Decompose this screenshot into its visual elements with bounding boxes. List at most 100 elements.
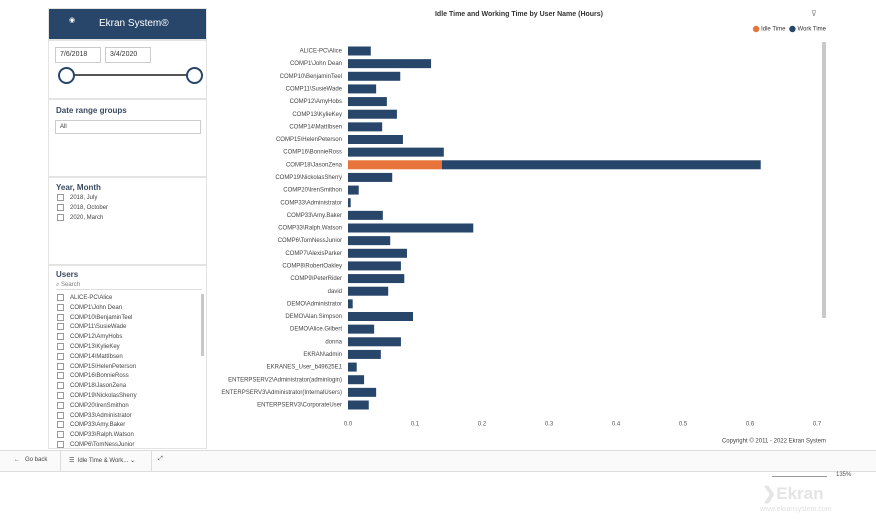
user-item[interactable]: COMP33\Amy.Baker bbox=[57, 421, 137, 431]
chart-title: Idle Time and Working Time by User Name … bbox=[435, 11, 603, 18]
y-tick-label: ENTERPSERV3\CorporateUser bbox=[257, 403, 342, 409]
date-start[interactable]: 7/6/2018 bbox=[55, 47, 101, 63]
bar bbox=[348, 274, 405, 284]
y-tick-label: david bbox=[328, 289, 342, 295]
user-item[interactable]: COMP12\AmyHobs bbox=[57, 333, 137, 343]
user-item[interactable]: COMP19\NickolasSherry bbox=[57, 391, 137, 402]
checkbox[interactable] bbox=[57, 313, 64, 321]
expand-icon[interactable]: ⤢ bbox=[158, 456, 163, 462]
scrollbar[interactable] bbox=[201, 294, 204, 356]
bar bbox=[348, 160, 442, 170]
bar bbox=[348, 97, 387, 107]
user-item[interactable]: COMP1\John Dean bbox=[57, 303, 137, 314]
y-tick-label: COMP6\TomNessJunior bbox=[278, 238, 342, 244]
item-text: COMP20\IrenSmithon bbox=[70, 402, 129, 409]
year-month-item[interactable]: 2020, March bbox=[57, 213, 108, 224]
user-item[interactable]: COMP6\TomNessJunior bbox=[57, 440, 137, 451]
x-tick-label: 0.7 bbox=[813, 422, 822, 428]
y-tick-label: COMP8\RobertOakley bbox=[282, 264, 342, 270]
x-tick-label: 0.2 bbox=[478, 422, 487, 428]
user-item[interactable]: ALICE-PC\Alice bbox=[57, 294, 137, 304]
bar bbox=[348, 362, 357, 372]
bar bbox=[348, 109, 397, 119]
checkbox[interactable] bbox=[57, 362, 64, 370]
dropdown[interactable]: All bbox=[55, 120, 201, 134]
user-item[interactable]: COMP33\Ralph.Watson bbox=[57, 431, 137, 441]
zoom: 135% bbox=[836, 472, 852, 478]
slider-handle[interactable] bbox=[186, 67, 203, 84]
y-tick-label: COMP12\AmyHobs bbox=[290, 99, 342, 105]
user-item[interactable]: COMP16\BonnieRoss bbox=[57, 372, 137, 382]
zoom-slider[interactable] bbox=[772, 476, 827, 477]
bar bbox=[348, 71, 401, 81]
scrollbar[interactable] bbox=[822, 42, 826, 318]
item-text: COMP15\HelenPeterson bbox=[70, 363, 137, 370]
checkbox[interactable] bbox=[57, 323, 64, 331]
y-tick-label: COMP33\Administrator bbox=[280, 200, 342, 206]
y-tick-label: ENTERPSERV3\Administrator(InternalUsers) bbox=[221, 390, 342, 396]
legend-swatch bbox=[752, 25, 760, 33]
checkbox[interactable] bbox=[57, 194, 64, 201]
user-item[interactable]: COMP14\MattIbsen bbox=[57, 352, 137, 363]
checkbox[interactable] bbox=[57, 391, 64, 399]
checkbox[interactable] bbox=[57, 401, 64, 409]
item-text: COMP33\Administrator bbox=[70, 412, 132, 419]
x-tick-label: 0.1 bbox=[411, 422, 420, 428]
slider-handle[interactable] bbox=[58, 67, 75, 84]
checkbox[interactable] bbox=[57, 333, 64, 341]
bar bbox=[348, 122, 383, 132]
user-item[interactable]: COMP15\HelenPeterson bbox=[57, 362, 137, 373]
item-text: COMP18\JasonZena bbox=[70, 383, 127, 390]
y-tick-label: COMP1\John Dean bbox=[290, 61, 342, 67]
user-item[interactable]: COMP20\IrenSmithon bbox=[57, 401, 137, 412]
checkbox[interactable] bbox=[57, 352, 64, 360]
y-tick-label: COMP11\SusieWade bbox=[286, 87, 343, 93]
bar bbox=[348, 135, 403, 144]
search[interactable]: ⌕ Search bbox=[56, 282, 202, 290]
date-end[interactable]: 3/4/2020 bbox=[105, 47, 151, 63]
bar bbox=[348, 210, 383, 220]
x-tick-label: 0.3 bbox=[545, 422, 554, 428]
checkbox[interactable] bbox=[57, 431, 64, 439]
checkbox[interactable] bbox=[57, 440, 64, 448]
checkbox[interactable] bbox=[57, 303, 64, 311]
checkbox[interactable] bbox=[57, 372, 64, 380]
user-item[interactable]: COMP11\SusieWade bbox=[57, 323, 137, 333]
bar bbox=[441, 160, 761, 170]
user-item[interactable]: COMP10\BenjaminTeel bbox=[57, 313, 137, 324]
logo-text: Ekran System® bbox=[99, 18, 169, 29]
item-text: COMP19\NickolasSherry bbox=[70, 393, 137, 400]
bar bbox=[348, 400, 369, 410]
checkbox[interactable] bbox=[57, 294, 64, 301]
logo-eye: ◉ bbox=[69, 17, 76, 24]
y-tick-label: COMP16\BonnieRoss bbox=[283, 150, 342, 156]
page-tab[interactable]: ☰ Idle Time & Work... ⌄ bbox=[60, 451, 152, 471]
user-item[interactable]: COMP33\Administrator bbox=[57, 411, 137, 422]
checkbox[interactable] bbox=[57, 342, 64, 350]
bar bbox=[348, 349, 381, 359]
checkbox[interactable] bbox=[57, 382, 64, 390]
bar bbox=[348, 261, 401, 271]
panel-title: Year, Month bbox=[56, 183, 101, 192]
item-text: COMP13\KylieKey bbox=[70, 344, 120, 351]
y-tick-label: DEMO\Administrator bbox=[287, 301, 342, 307]
year-month-item[interactable]: 2018, October bbox=[57, 203, 108, 214]
checkbox[interactable] bbox=[57, 411, 64, 419]
user-item[interactable]: COMP18\JasonZena bbox=[57, 382, 137, 392]
bar bbox=[348, 387, 377, 397]
x-tick-label: 0.6 bbox=[746, 422, 755, 428]
watermark-text: Ekran bbox=[776, 484, 824, 503]
logo-panel: ◉ Ekran System® bbox=[48, 8, 207, 40]
checkbox[interactable] bbox=[57, 421, 64, 429]
filter-icon[interactable]: ⊽ bbox=[811, 9, 817, 18]
y-tick-label: COMP18\JasonZena bbox=[286, 162, 343, 168]
year-month-item[interactable]: 2018, July bbox=[57, 194, 108, 204]
year-month-panel: Year, Month 2018, July 2018, October 2020,… bbox=[48, 177, 207, 265]
back-button[interactable]: ← Go back bbox=[14, 457, 48, 463]
checkbox[interactable] bbox=[57, 203, 64, 211]
item-text: 2018, July bbox=[70, 195, 98, 202]
user-item[interactable]: COMP13\KylieKey bbox=[57, 342, 137, 353]
checkbox[interactable] bbox=[57, 213, 64, 221]
users-panel: Users ⌕ Search ALICE-PC\Alice COMP1\John … bbox=[48, 265, 207, 449]
